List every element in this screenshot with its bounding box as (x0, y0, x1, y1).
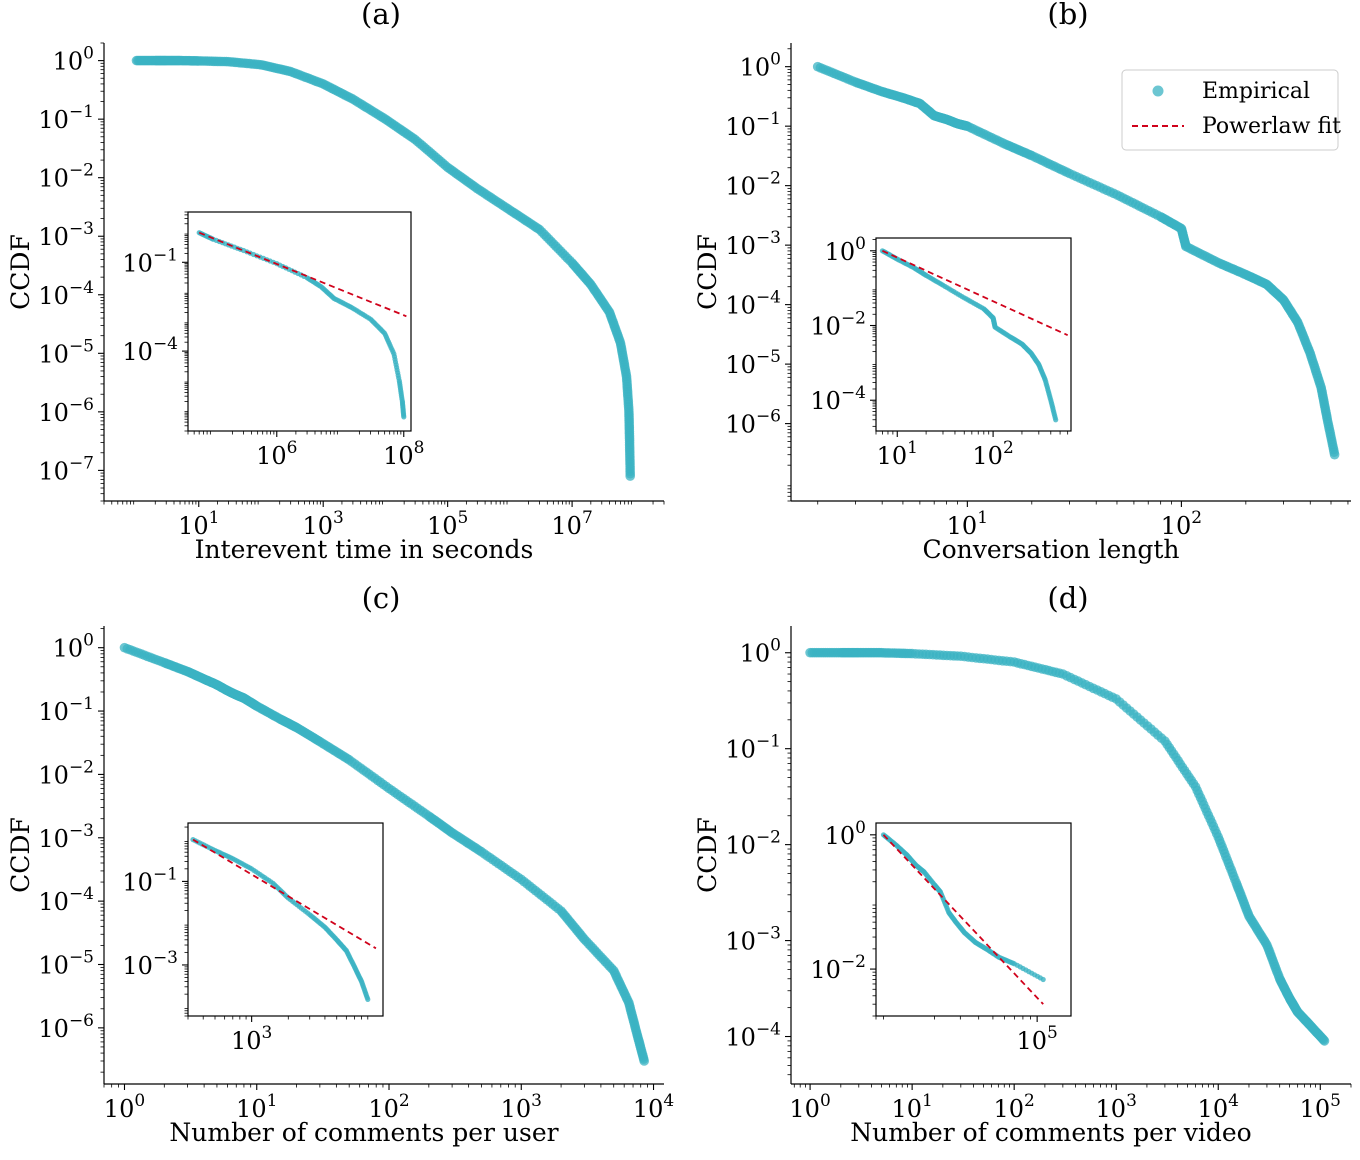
powerlaw-fit-line (882, 249, 1069, 337)
y-tick-label: 10−3 (38, 821, 94, 853)
powerlaw-fit-line (198, 231, 407, 318)
y-tick-label: 10−2 (38, 161, 94, 193)
y-tick-label: 10−1 (725, 109, 781, 141)
inset-y-tick-label: 100 (825, 234, 866, 266)
inset-data-point (1053, 417, 1059, 423)
panel-b: (b) 101 102 100 10−1 10−2 10−3 10−4 10−5 10−6 Conv… (693, 0, 1351, 564)
inset-data-point (365, 996, 371, 1003)
y-tick-label: 10−5 (725, 347, 781, 379)
powerlaw-fit-line (882, 834, 1044, 1005)
inset-c: 103 10−1 10−3 (122, 822, 384, 1055)
legend-fit-label: Powerlaw fit (1202, 114, 1341, 139)
y-tick-label: 10−4 (725, 288, 781, 320)
panel-d: (d) 100 101 102 103 104 105 100 10−1 10−2 10−3 10−4… (693, 581, 1352, 1147)
y-tick-label: 10−5 (38, 947, 94, 979)
panel-title: (d) (1047, 581, 1088, 615)
y-tick-label: 10−1 (725, 732, 781, 764)
y-axis-label: CCDF (6, 817, 35, 893)
panel-a: (a) 101 103 105 107 100 10−1 10−2 10−3 10−4 10−5 10… (6, 0, 665, 564)
x-tick-label: 103 (303, 508, 344, 540)
panel-title: (b) (1047, 0, 1088, 31)
x-tick-label: 102 (368, 1091, 409, 1123)
x-axis-label: Interevent time in seconds (195, 535, 534, 564)
data-point (1329, 449, 1340, 460)
x-tick-label: 104 (1198, 1091, 1239, 1123)
inset-y-tick-label: 10−4 (122, 334, 178, 366)
panel-title: (c) (362, 581, 401, 615)
y-tick-label: 10−3 (38, 219, 94, 251)
inset-x-tick-label: 108 (383, 438, 424, 470)
data-point (625, 471, 635, 481)
panel-title: (a) (361, 0, 401, 31)
y-tick-label: 10−4 (38, 884, 94, 916)
y-tick-label: 10−6 (38, 1011, 94, 1043)
legend-box (1121, 69, 1339, 151)
legend-empirical-label: Empirical (1202, 79, 1310, 104)
inset-y-tick-label: 10−1 (122, 245, 178, 277)
x-tick-label: 101 (178, 508, 219, 540)
y-tick-label: 10−3 (725, 924, 781, 956)
x-tick-label: 103 (1096, 1091, 1137, 1123)
y-axis-label: CCDF (6, 234, 35, 310)
y-tick-label: 10−6 (38, 395, 94, 427)
y-tick-label: 10−3 (725, 228, 781, 260)
y-tick-label: 10−7 (38, 453, 94, 485)
x-tick-label: 102 (993, 1091, 1034, 1123)
x-tick-label: 101 (947, 508, 988, 540)
inset-y-tick-label: 10−3 (122, 948, 178, 980)
y-tick-label: 10−5 (38, 336, 94, 368)
y-tick-label: 100 (740, 636, 781, 668)
inset-x-tick-label: 103 (231, 1023, 272, 1055)
inset-x-tick-label: 105 (1016, 1023, 1057, 1055)
panel-c: (c) 100 101 102 103 104 100 10−1 10−2 10−3 10−4 10−… (6, 581, 674, 1147)
inset-y-tick-label: 10−4 (810, 383, 866, 415)
y-tick-label: 10−4 (38, 278, 94, 310)
inset-x-tick-label: 101 (877, 438, 918, 470)
inset-y-tick-label: 10−2 (810, 952, 866, 984)
powerlaw-fit-line (192, 838, 377, 950)
inset-y-tick-label: 100 (825, 818, 866, 850)
y-axis-label: CCDF (693, 234, 722, 310)
x-tick-label: 107 (551, 508, 592, 540)
y-tick-label: 100 (740, 50, 781, 82)
y-tick-label: 100 (53, 631, 94, 663)
x-tick-label: 101 (891, 1091, 932, 1123)
x-tick-label: 102 (1161, 508, 1202, 540)
inset-data-point (1040, 976, 1046, 983)
y-tick-label: 10−1 (38, 102, 94, 134)
inset-y-tick-label: 10−1 (122, 864, 178, 896)
y-axis-label: CCDF (693, 817, 722, 893)
x-tick-label: 104 (633, 1091, 674, 1123)
y-tick-label: 10−6 (725, 407, 781, 439)
x-axis-label: Conversation length (922, 535, 1179, 564)
y-tick-label: 10−1 (38, 694, 94, 726)
x-tick-label: 101 (236, 1091, 277, 1123)
y-tick-label: 10−2 (38, 757, 94, 789)
inset-b: 101 102 100 10−2 10−4 (810, 234, 1072, 470)
legend-empirical-marker (1152, 85, 1164, 97)
data-point (1319, 1036, 1330, 1046)
legend: Empirical Powerlaw fit (1121, 69, 1341, 151)
y-tick-label: 100 (53, 44, 94, 76)
inset-y-tick-label: 10−2 (810, 309, 866, 341)
y-tick-label: 10−2 (725, 828, 781, 860)
inset-a: 106 108 10−1 10−4 (122, 211, 424, 470)
inset-d: 105 100 10−2 (810, 818, 1072, 1055)
x-tick-label: 100 (104, 1091, 145, 1123)
x-tick-label: 103 (501, 1091, 542, 1123)
inset-x-tick-label: 102 (972, 438, 1013, 470)
y-tick-label: 10−4 (725, 1020, 781, 1052)
x-tick-label: 105 (427, 508, 468, 540)
y-tick-label: 10−2 (725, 169, 781, 201)
x-axis-label: Number of comments per video (850, 1118, 1251, 1147)
x-tick-label: 105 (1300, 1091, 1341, 1123)
inset-data-point (401, 414, 407, 420)
data-point (639, 1056, 649, 1066)
inset-frame (875, 237, 1072, 432)
x-axis-label: Number of comments per user (169, 1118, 558, 1147)
inset-x-tick-label: 106 (256, 438, 297, 470)
x-tick-label: 100 (789, 1091, 830, 1123)
